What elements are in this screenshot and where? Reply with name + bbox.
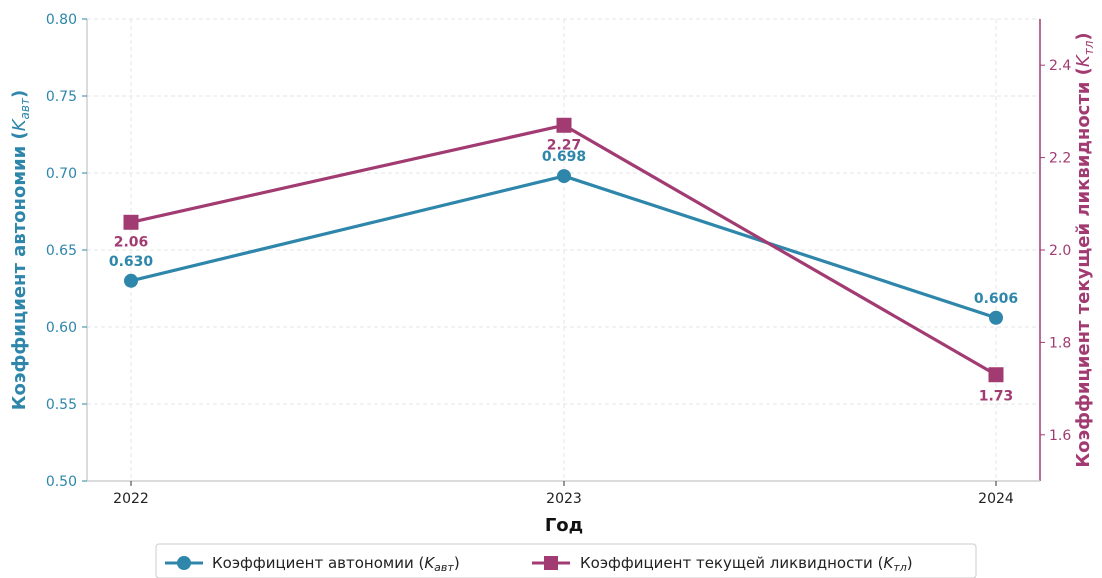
left-tick-label: 0.50 [46,474,77,490]
left-tick-label: 0.80 [46,12,77,28]
x-tick-label: 2023 [546,491,582,507]
legend-item-liquidity: Коэффициент текущей ликвидности (Kтл) [532,554,913,574]
legend: Коэффициент автономии (Kавт) Коэффициент… [155,543,977,578]
left-tick-label: 0.60 [46,320,77,336]
point-liquidity [123,214,139,230]
right-axis-title: Коэффициент текущей ликвидности (Kтл) [1073,32,1096,467]
data-label-autonomy: 0.698 [542,149,586,165]
x-axis-ticks: 2022 2023 2024 [113,481,1014,507]
grid [87,18,1040,481]
data-label-autonomy: 0.606 [974,291,1018,307]
right-tick-label: 2.2 [1049,151,1071,167]
legend-item-autonomy: Коэффициент автономии (Kавт) [165,554,460,574]
point-liquidity [556,117,572,133]
left-tick-label: 0.65 [46,243,77,259]
series-layer [123,117,1004,383]
right-axis-ticks: 1.6 1.8 2.0 2.2 2.4 [1040,58,1071,444]
data-label-autonomy: 0.630 [109,254,154,270]
left-tick-label: 0.70 [46,166,77,182]
data-label-liquidity: 2.06 [114,234,149,250]
data-labels: 0.630 0.698 0.606 2.06 2.27 1.73 [109,137,1018,404]
right-tick-label: 2.4 [1049,58,1071,74]
data-label-liquidity: 2.27 [547,137,582,153]
legend-label-autonomy: Коэффициент автономии (Kавт) [212,554,460,574]
left-axis-title: Коэффициент автономии (Kавт) [9,90,32,410]
right-tick-label: 1.6 [1049,428,1071,444]
right-tick-label: 1.8 [1049,335,1071,351]
left-axis-ticks: 0.50 0.55 0.60 0.65 0.70 0.75 0.80 [46,12,87,490]
x-tick-label: 2024 [978,491,1014,507]
x-tick-label: 2022 [113,491,149,507]
left-tick-label: 0.55 [46,397,77,413]
legend-label-liquidity: Коэффициент текущей ликвидности (Kтл) [580,554,913,574]
legend-marker-square-icon [544,556,558,570]
point-autonomy [989,310,1003,325]
point-autonomy [557,169,571,184]
legend-marker-circle-icon [177,556,191,570]
legend-box [155,543,977,578]
x-axis-title: Год [545,515,583,536]
left-tick-label: 0.75 [46,89,77,105]
point-liquidity [988,367,1004,383]
right-tick-label: 2.0 [1049,243,1071,259]
point-autonomy [124,273,138,288]
data-label-liquidity: 1.73 [979,389,1014,405]
